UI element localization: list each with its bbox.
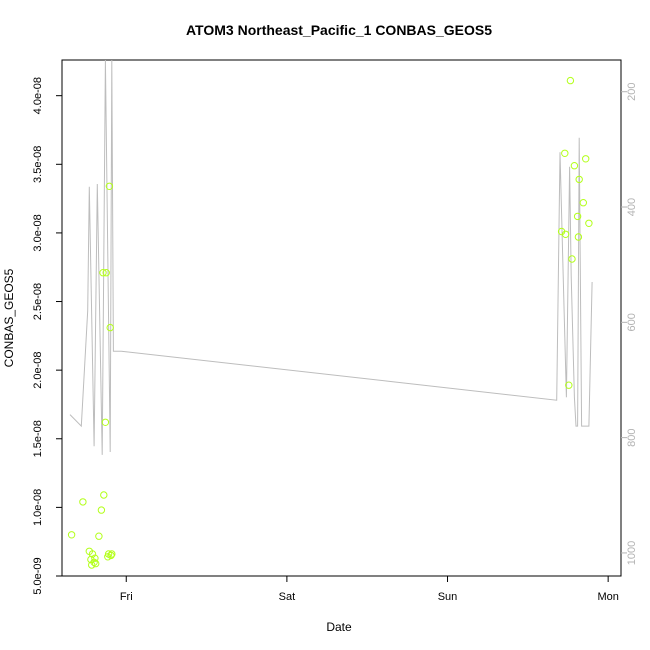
x-axis: Fri Sat Sun Mon bbox=[120, 576, 619, 603]
data-point bbox=[575, 175, 583, 184]
data-point bbox=[561, 149, 569, 158]
plot-frame bbox=[61, 59, 622, 577]
chart-title: ATOM3 Northeast_Pacific_1 CONBAS_GEOS5 bbox=[186, 22, 492, 38]
data-point bbox=[88, 550, 97, 558]
data-point bbox=[582, 155, 590, 163]
data-point bbox=[568, 255, 576, 263]
x-tick-label: Sat bbox=[279, 591, 296, 603]
data-point bbox=[566, 76, 575, 85]
data-point bbox=[565, 381, 573, 389]
y-tick-label: 2.0e-08 bbox=[32, 351, 44, 388]
data-point bbox=[108, 550, 116, 558]
y-tick-label: 3.5e-08 bbox=[32, 146, 44, 183]
y2-tick-label: 600 bbox=[626, 313, 638, 331]
data-point bbox=[79, 498, 87, 506]
y2-tick-label: 200 bbox=[626, 83, 638, 101]
y-tick-label: 2.5e-08 bbox=[32, 283, 44, 320]
data-point bbox=[561, 230, 570, 239]
data-point bbox=[90, 558, 98, 566]
y-tick-label: 5.0e-09 bbox=[32, 557, 44, 594]
data-point bbox=[99, 269, 107, 277]
data-point bbox=[95, 532, 103, 540]
data-point bbox=[579, 199, 587, 207]
data-point bbox=[105, 182, 114, 191]
data-point bbox=[585, 219, 593, 228]
data-point bbox=[101, 418, 110, 426]
series-points-group bbox=[67, 76, 593, 569]
data-point bbox=[92, 559, 100, 568]
x-tick-label: Mon bbox=[597, 591, 618, 603]
series-line bbox=[69, 60, 593, 455]
y-tick-label: 1.5e-08 bbox=[32, 420, 44, 457]
y-tick-label: 4.0e-08 bbox=[32, 77, 44, 114]
y-axis-right: 200 400 600 800 1000 bbox=[621, 83, 638, 565]
y-axis-left: 5.0e-09 1.0e-08 1.5e-08 2.0e-08 2.5e-08 3.0e-… bbox=[32, 77, 62, 595]
data-point bbox=[91, 554, 99, 562]
x-tick-label: Sun bbox=[438, 591, 458, 603]
y-axis-label: CONBAS_GEOS5 bbox=[2, 268, 16, 367]
x-axis-label: Date bbox=[326, 620, 352, 634]
y2-tick-label: 800 bbox=[626, 428, 638, 446]
data-point bbox=[107, 551, 115, 560]
data-point bbox=[574, 233, 583, 241]
data-point bbox=[100, 491, 108, 499]
data-point bbox=[106, 323, 114, 332]
data-point bbox=[570, 162, 579, 170]
data-point bbox=[97, 506, 106, 514]
y-tick-label: 1.0e-08 bbox=[32, 489, 44, 526]
y2-tick-label: 1000 bbox=[626, 541, 638, 565]
data-point bbox=[573, 212, 582, 221]
data-point bbox=[67, 531, 76, 539]
data-point bbox=[102, 269, 110, 277]
series-line-group bbox=[69, 60, 593, 455]
x-tick-label: Fri bbox=[120, 591, 133, 603]
y-tick-label: 3.0e-08 bbox=[32, 214, 44, 251]
y2-tick-label: 400 bbox=[626, 198, 638, 216]
